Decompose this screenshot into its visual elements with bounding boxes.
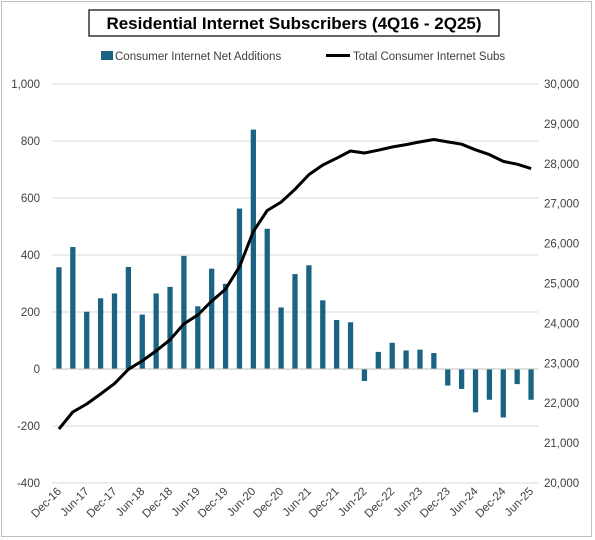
right-tick-label: 23,000	[544, 358, 579, 370]
bar-Jun-21	[306, 265, 312, 369]
gridlines	[52, 83, 538, 484]
bar-Jun-22	[361, 369, 368, 381]
bar-Dec-21	[334, 319, 340, 369]
x-tick-label: Jun-25	[503, 486, 536, 519]
bar-Mar-17	[70, 247, 76, 369]
bar-Jun-18	[139, 314, 145, 369]
chart-title: Residential Internet Subscribers (4Q16 -…	[106, 14, 481, 33]
bar-Jun-23	[417, 349, 423, 369]
right-tick-label: 28,000	[544, 159, 579, 171]
bar-Mar-25	[514, 369, 520, 385]
x-tick-label: Dec-21	[307, 486, 342, 521]
bar-Jun-20	[250, 129, 256, 369]
right-axis-tick-labels: 20,000 21,000 22,000 23,000 24,000 25,000 26,0…	[544, 79, 579, 490]
left-tick-label: -400	[17, 478, 40, 490]
bar-Sep-24	[486, 369, 493, 400]
right-tick-label: 22,000	[544, 398, 579, 410]
bar-Jun-19	[195, 306, 201, 369]
x-tick-label: Dec-16	[29, 486, 64, 521]
bar-Dec-24	[500, 369, 506, 418]
right-tick-label: 21,000	[544, 438, 579, 450]
right-tick-label: 26,000	[544, 239, 579, 251]
x-tick-label: Dec-22	[363, 486, 398, 521]
bar-Sep-17	[97, 298, 104, 369]
bar-Mar-20	[236, 208, 243, 369]
left-axis-tick-labels: -400 -200 0 200 400 600 800 1,000	[11, 79, 40, 490]
right-tick-label: 20,000	[544, 478, 579, 490]
bar-Mar-19	[181, 255, 187, 369]
right-tick-label: 27,000	[544, 199, 579, 211]
legend-swatch-net-additions	[101, 51, 113, 60]
bar-Jun-17	[84, 311, 90, 369]
bar-Sep-19	[209, 268, 215, 369]
left-tick-label: 200	[21, 307, 40, 319]
x-tick-label: Dec-23	[418, 486, 453, 521]
title-box	[88, 9, 500, 37]
bar-Jun-24	[472, 369, 479, 413]
x-tick-label: Dec-19	[196, 486, 231, 521]
right-tick-label: 30,000	[544, 79, 579, 91]
left-tick-label: 800	[21, 136, 40, 148]
bar-Sep-21	[320, 300, 326, 369]
bar-Mar-24	[458, 369, 465, 389]
bar-Mar-18	[125, 266, 132, 369]
bar-Dec-17	[111, 293, 118, 369]
bar-Sep-20	[264, 228, 270, 369]
bar-Sep-23	[431, 353, 437, 369]
bar-Sep-18	[153, 293, 159, 369]
x-tick-label: Dec-17	[85, 486, 120, 521]
bar-Sep-22	[375, 351, 381, 369]
right-tick-label: 25,000	[544, 279, 579, 291]
legend: Consumer Internet Net Additions Total Co…	[101, 51, 505, 63]
legend-label-net-additions: Consumer Internet Net Additions	[115, 51, 281, 63]
bar-Dec-18	[167, 286, 173, 369]
left-tick-label: -200	[17, 421, 40, 433]
x-tick-label: Dec-20	[252, 486, 287, 521]
bar-Jun-25	[528, 369, 534, 400]
left-tick-label: 400	[21, 250, 40, 262]
x-tick-label: Dec-18	[140, 486, 175, 521]
bar-Mar-21	[292, 274, 298, 369]
x-axis-tick-labels: Dec-16Jun-17Dec-17Jun-18Dec-18Jun-19Dec-…	[29, 485, 536, 520]
x-tick-label: Dec-24	[474, 485, 509, 520]
bar-Mar-22	[347, 322, 354, 369]
right-tick-label: 29,000	[544, 119, 579, 131]
legend-label-total-subs: Total Consumer Internet Subs	[353, 51, 505, 63]
bar-Dec-19	[222, 283, 229, 369]
left-tick-label: 1,000	[11, 79, 40, 91]
bar-Mar-23	[403, 350, 409, 369]
left-tick-label: 0	[34, 364, 40, 376]
bar-Dec-23	[445, 369, 451, 386]
bar-Dec-20	[278, 307, 284, 369]
left-tick-label: 600	[21, 193, 40, 205]
bar-Dec-22	[389, 342, 395, 369]
total-subs-line	[57, 138, 532, 431]
net-additions-bars	[56, 129, 534, 418]
right-tick-label: 24,000	[544, 318, 579, 330]
bar-Dec-16	[56, 267, 62, 369]
